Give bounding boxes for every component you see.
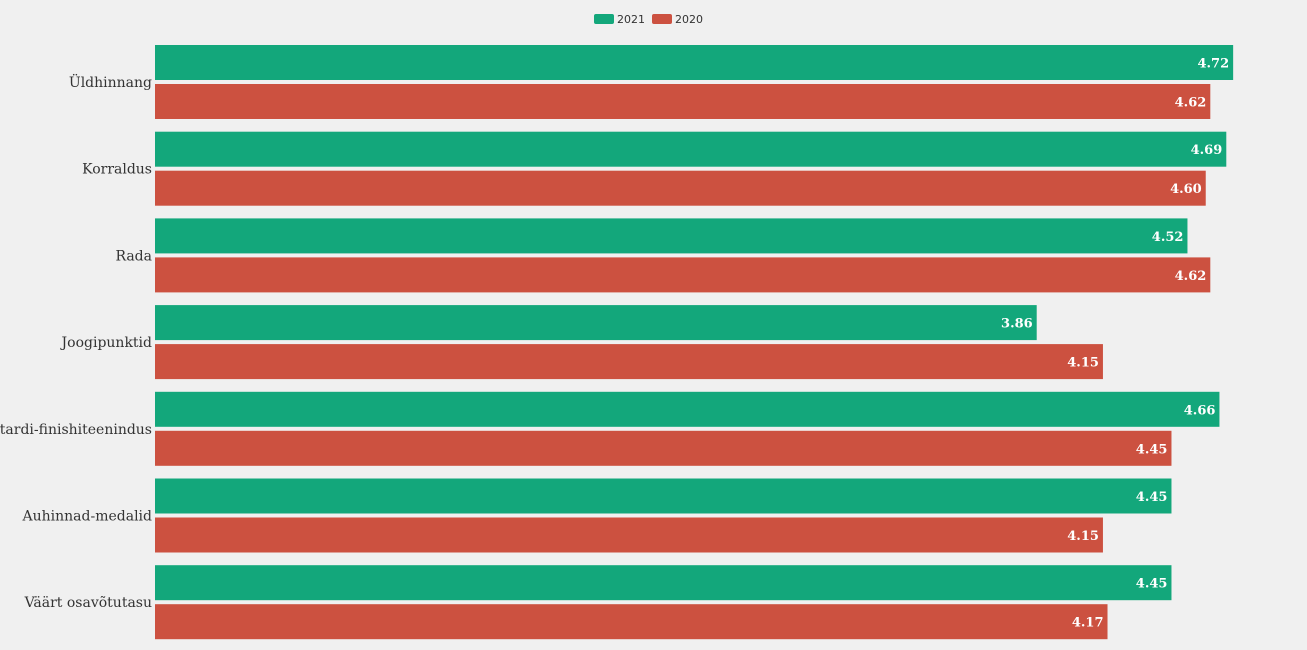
data-label: 4.15 <box>1067 529 1099 544</box>
data-label: 4.60 <box>1170 182 1202 197</box>
legend-label: 2021 <box>617 13 645 26</box>
data-label: 4.45 <box>1136 577 1168 592</box>
category-labels: Üldhinnang Korraldus Rada Joogipunktid Stard… <box>0 73 152 611</box>
bar <box>155 430 1172 466</box>
data-label: 4.17 <box>1072 616 1104 631</box>
bars: 4.72 4.62 4.69 4.60 4.52 4.62 3.86 4.15 4.66 4.45… <box>155 45 1234 640</box>
data-label: 4.15 <box>1067 356 1099 371</box>
bar <box>155 305 1037 341</box>
data-label: 4.62 <box>1175 269 1207 284</box>
category-label: Väärt osavõtutasu <box>24 595 152 611</box>
category-label: Üldhinnang <box>69 73 152 91</box>
data-label: 4.66 <box>1184 403 1216 418</box>
bar <box>155 257 1211 293</box>
bar <box>155 131 1227 167</box>
category-label: Stardi-finishiteenindus <box>0 422 152 438</box>
bar <box>155 84 1211 119</box>
bar <box>155 604 1108 640</box>
legend-swatch <box>594 14 614 24</box>
bar <box>155 344 1103 380</box>
category-label: Joogipunktid <box>60 335 152 351</box>
bar <box>155 565 1172 601</box>
category-label: Auhinnad-medalid <box>22 509 153 525</box>
chart-legend: 2021 2020 <box>594 13 703 26</box>
bar <box>155 391 1220 427</box>
data-label: 4.62 <box>1175 96 1207 111</box>
bar <box>155 517 1103 553</box>
legend-label: 2020 <box>675 13 703 26</box>
bar <box>155 170 1206 206</box>
data-label: 4.72 <box>1197 57 1229 72</box>
bar <box>155 478 1172 514</box>
legend-swatch <box>652 14 672 24</box>
bar <box>155 45 1234 80</box>
data-label: 4.69 <box>1191 143 1223 158</box>
category-label: Rada <box>115 248 152 264</box>
data-label: 3.86 <box>1001 317 1033 332</box>
category-label: Korraldus <box>82 162 152 178</box>
data-label: 4.52 <box>1152 230 1184 245</box>
data-label: 4.45 <box>1136 442 1168 457</box>
data-label: 4.45 <box>1136 490 1168 505</box>
bar <box>155 218 1188 254</box>
